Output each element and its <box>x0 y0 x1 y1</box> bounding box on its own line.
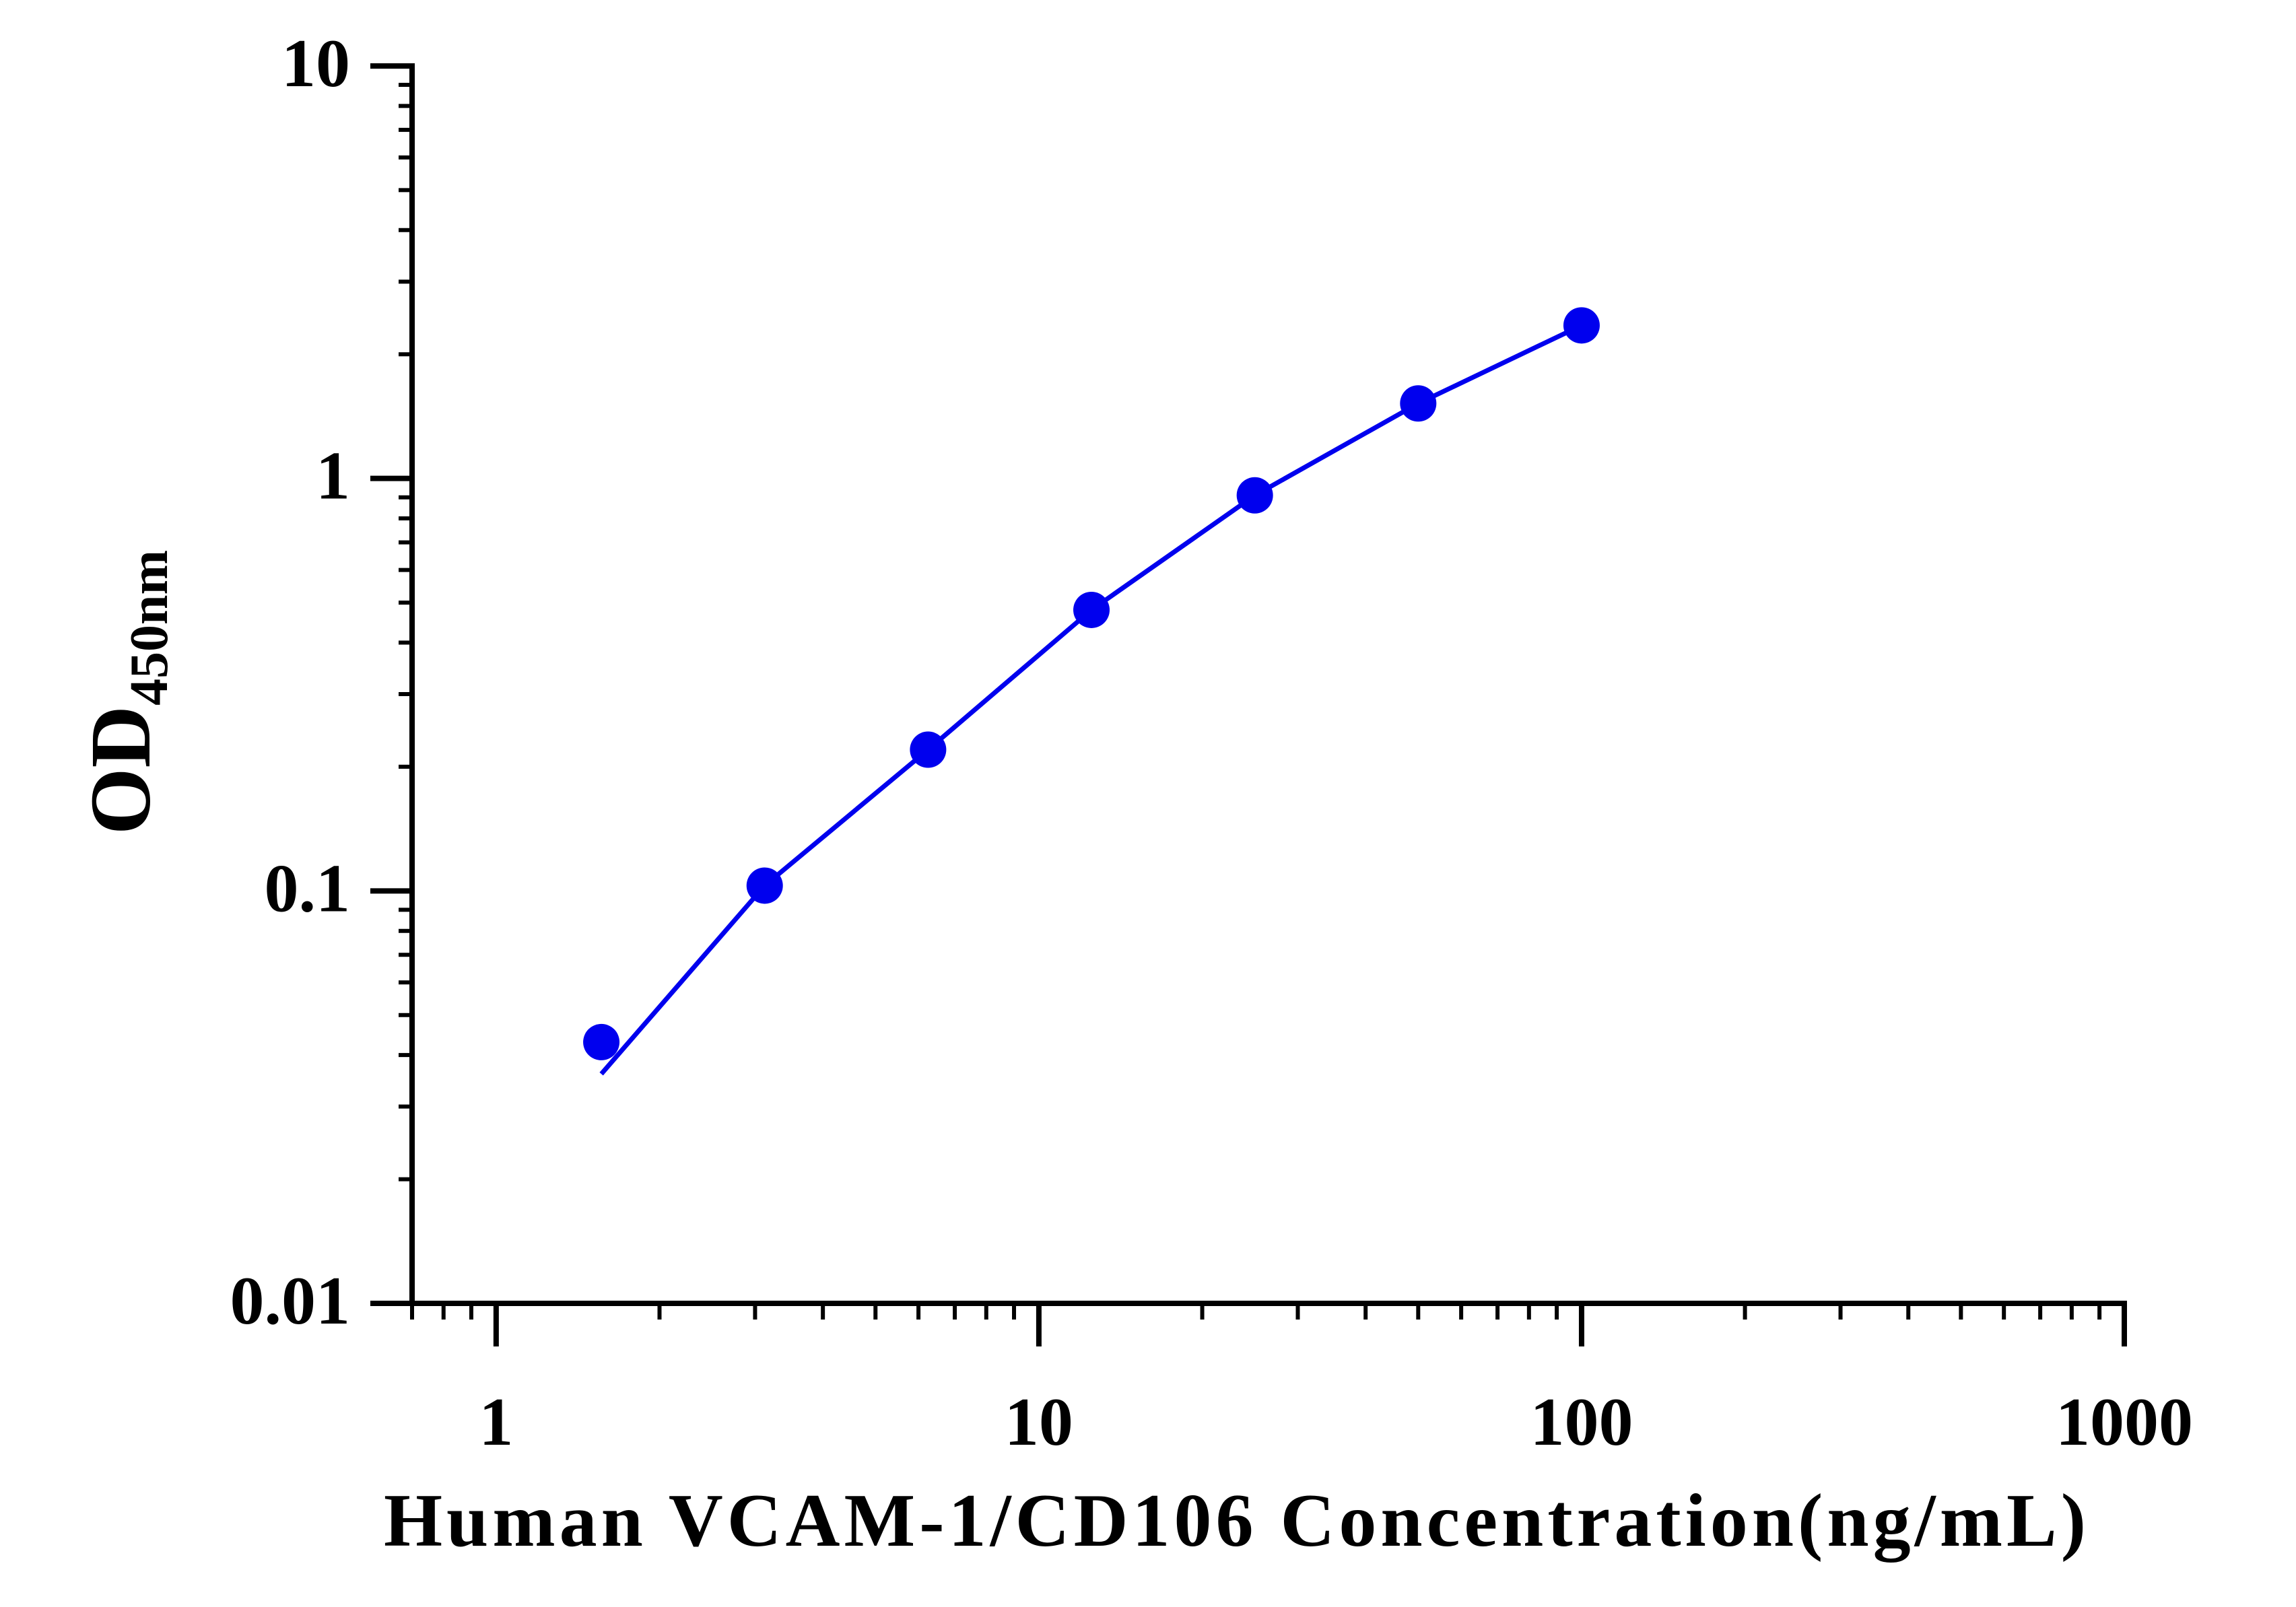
y-tick-label: 0.01 <box>230 1263 351 1339</box>
fit-curve-line <box>599 323 1583 1076</box>
data-point <box>1400 385 1437 422</box>
x-tick-label: 100 <box>1530 1384 1633 1460</box>
data-point <box>583 1023 620 1060</box>
y-axis-title-subscript: 450nm <box>120 550 179 706</box>
data-point <box>1563 307 1600 344</box>
data-point <box>1073 591 1110 628</box>
axes-layer <box>409 63 2127 1306</box>
ticks-layer <box>370 63 2127 1346</box>
x-tick-label: 10 <box>1005 1384 1073 1460</box>
x-tick-label: 1 <box>479 1384 513 1460</box>
y-tick-label: 1 <box>316 438 350 514</box>
y-tick-label: 0.1 <box>265 850 351 926</box>
y-axis-title: OD450nm <box>73 550 179 835</box>
x-axis-title: Human VCAM-1/CD106 Concentration(ng/mL) <box>384 1479 2090 1563</box>
y-axis-title-main: OD <box>73 706 168 835</box>
data-point <box>910 731 947 768</box>
x-tick-label: 1000 <box>2056 1384 2193 1460</box>
y-tick-label: 10 <box>281 26 350 102</box>
data-point <box>1236 477 1273 514</box>
data-points-layer <box>583 307 1600 1060</box>
fit-curve-layer <box>599 323 1583 1076</box>
labels-layer: Human VCAM-1/CD106 Concentration(ng/mL) … <box>73 26 2193 1563</box>
data-point <box>746 867 783 904</box>
